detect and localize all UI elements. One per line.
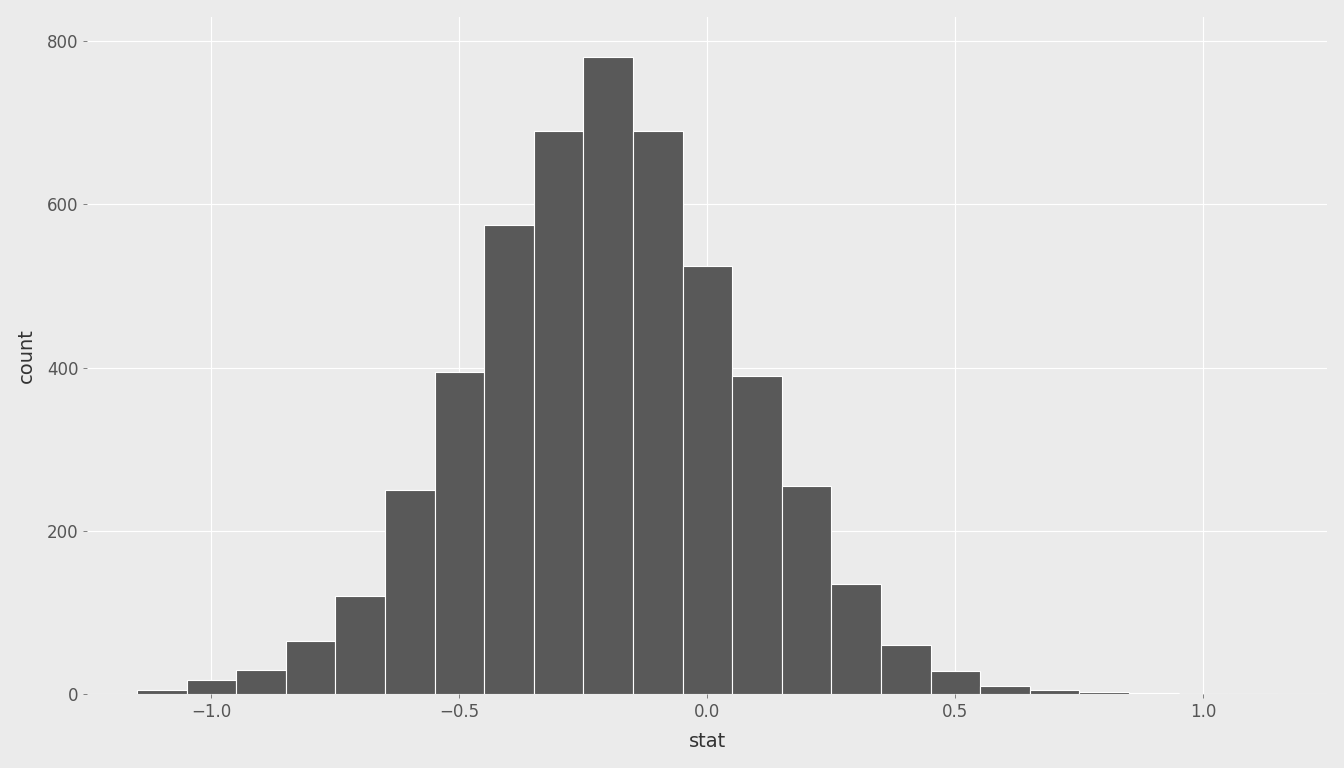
Bar — [832, 584, 880, 694]
X-axis label: stat: stat — [688, 733, 726, 751]
Bar — [534, 131, 583, 694]
Y-axis label: count: count — [16, 328, 36, 383]
Bar — [732, 376, 782, 694]
Bar — [1030, 690, 1079, 694]
Bar — [880, 645, 930, 694]
Bar — [434, 372, 484, 694]
Bar — [633, 131, 683, 694]
Bar — [484, 225, 534, 694]
Bar — [336, 596, 384, 694]
Bar — [583, 58, 633, 694]
Bar — [286, 641, 336, 694]
Bar — [237, 670, 286, 694]
Bar — [187, 680, 237, 694]
Bar — [930, 671, 980, 694]
Bar — [384, 490, 434, 694]
Bar — [782, 486, 832, 694]
Bar — [683, 266, 732, 694]
Bar — [137, 690, 187, 694]
Bar — [1079, 692, 1129, 694]
Bar — [980, 686, 1030, 694]
